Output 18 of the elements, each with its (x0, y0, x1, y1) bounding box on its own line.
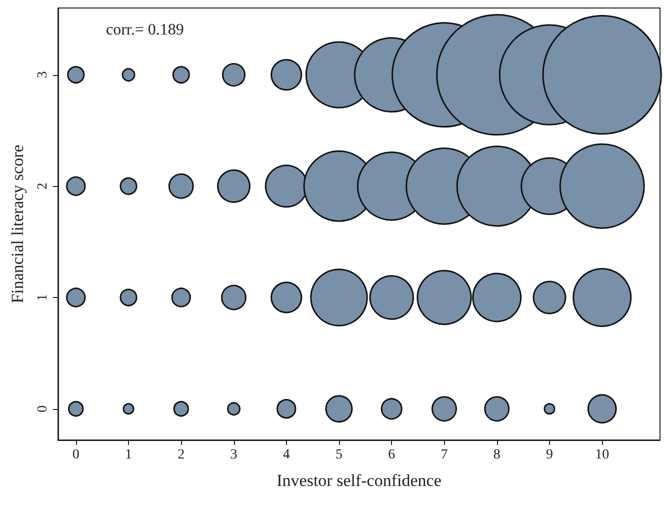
y-axis-title: Financial literacy score (8, 144, 27, 304)
annotation: corr.= 0.189 (106, 22, 184, 38)
x-axis-title: Investor self-confidence (276, 471, 442, 490)
x-tick-label: 6 (388, 448, 396, 462)
x-tick-label: 5 (336, 448, 343, 462)
x-tick-label: 9 (546, 448, 553, 462)
x-tick-label: 3 (230, 448, 238, 462)
y-tick-label: 0 (36, 405, 50, 412)
x-tick-label: 2 (178, 448, 185, 462)
y-tick-label: 1 (36, 294, 50, 301)
x-tick-label: 10 (595, 448, 610, 462)
y-tick-label: 2 (36, 182, 50, 190)
y-tick-label: 3 (36, 71, 50, 78)
x-tick-label: 4 (282, 448, 290, 462)
x-tick-label: 8 (493, 448, 500, 462)
x-tick-label: 7 (440, 448, 448, 462)
x-tick-label: 0 (72, 448, 80, 462)
x-tick-label: 1 (125, 448, 132, 462)
